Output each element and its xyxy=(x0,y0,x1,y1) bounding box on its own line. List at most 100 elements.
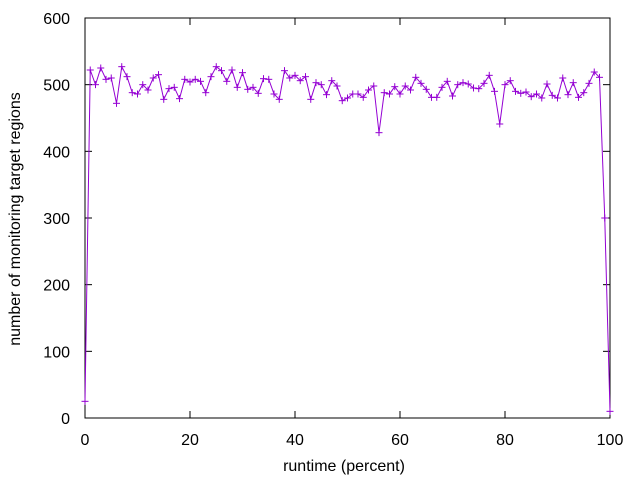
data-point xyxy=(417,79,425,87)
data-point xyxy=(197,77,204,85)
data-point xyxy=(291,71,299,79)
y-tick-label: 0 xyxy=(61,411,70,428)
data-point xyxy=(580,89,588,97)
data-point xyxy=(370,82,378,90)
data-point xyxy=(475,85,483,93)
data-point xyxy=(333,82,341,90)
data-point xyxy=(401,82,409,90)
data-point xyxy=(176,95,183,103)
y-tick-label: 300 xyxy=(43,211,70,228)
data-point xyxy=(407,86,414,94)
series-layer xyxy=(81,63,614,415)
y-tick-label: 600 xyxy=(43,11,70,28)
data-point xyxy=(123,73,131,81)
data-point xyxy=(438,83,446,91)
data-point xyxy=(412,73,420,81)
data-point xyxy=(286,74,294,82)
data-point xyxy=(496,120,504,128)
data-point xyxy=(391,83,399,91)
data-point xyxy=(92,81,99,89)
data-point xyxy=(228,66,236,74)
data-point xyxy=(207,73,215,81)
x-tick-label: 0 xyxy=(81,432,90,449)
data-point xyxy=(485,71,493,79)
data-point xyxy=(470,84,477,92)
data-point xyxy=(260,75,267,83)
data-point xyxy=(375,129,383,137)
data-point xyxy=(596,73,603,81)
data-point xyxy=(128,89,136,97)
data-point xyxy=(380,89,388,97)
data-point xyxy=(212,63,220,71)
data-point xyxy=(559,74,567,82)
data-point xyxy=(233,83,241,91)
data-point xyxy=(170,83,178,91)
data-point xyxy=(218,67,225,75)
data-point xyxy=(275,95,283,103)
data-point xyxy=(270,90,278,98)
data-point xyxy=(328,77,336,85)
data-point xyxy=(155,71,162,79)
data-point xyxy=(454,81,462,89)
data-point xyxy=(254,89,262,97)
data-point xyxy=(344,94,351,102)
data-point xyxy=(81,397,89,405)
y-tick-label: 100 xyxy=(43,344,70,361)
data-point xyxy=(554,94,561,102)
data-point xyxy=(223,77,231,85)
data-point xyxy=(302,73,309,81)
data-point xyxy=(533,90,540,98)
data-point xyxy=(239,69,246,77)
data-point xyxy=(480,79,488,87)
data-point xyxy=(506,77,514,85)
data-point xyxy=(186,78,194,86)
data-point xyxy=(97,64,105,72)
y-tick-label: 400 xyxy=(43,144,70,161)
data-point xyxy=(365,86,372,94)
data-point xyxy=(86,66,94,74)
data-point xyxy=(359,93,367,101)
x-tick-label: 80 xyxy=(496,432,514,449)
data-point xyxy=(459,79,467,87)
data-point xyxy=(139,81,147,89)
data-point xyxy=(569,79,577,87)
data-point xyxy=(575,93,582,101)
data-point xyxy=(244,85,252,93)
y-tick-label: 200 xyxy=(43,278,70,295)
data-point xyxy=(386,90,393,98)
data-point xyxy=(548,91,556,99)
data-point xyxy=(564,91,572,99)
data-point xyxy=(517,89,525,97)
data-point xyxy=(585,79,593,87)
axis-ticks: 0 20 40 60 80 100 0 100 200 300 400 500 600 xyxy=(43,11,623,449)
x-tick-label: 60 xyxy=(391,432,409,449)
data-point xyxy=(543,80,551,88)
data-point xyxy=(422,85,430,93)
x-tick-label: 100 xyxy=(597,432,624,449)
data-point xyxy=(113,99,120,107)
data-point xyxy=(307,95,315,103)
y-tick-label: 500 xyxy=(43,78,70,95)
data-point xyxy=(354,90,362,98)
data-point xyxy=(191,75,199,83)
x-tick-label: 20 xyxy=(181,432,199,449)
data-point xyxy=(160,95,168,103)
data-point xyxy=(396,90,404,98)
data-point xyxy=(538,94,546,102)
data-point xyxy=(144,86,152,94)
data-point xyxy=(491,87,498,95)
data-point xyxy=(149,74,157,82)
data-point xyxy=(118,63,126,71)
data-point xyxy=(102,75,110,83)
data-point xyxy=(165,85,173,93)
data-point xyxy=(590,68,598,76)
data-point xyxy=(312,79,320,87)
data-point xyxy=(464,80,472,88)
y-axis-label: number of monitoring target regions xyxy=(7,92,24,345)
data-point xyxy=(433,93,441,101)
data-point xyxy=(317,81,325,89)
data-point xyxy=(522,88,530,96)
data-point xyxy=(512,87,519,95)
data-point xyxy=(107,74,115,82)
